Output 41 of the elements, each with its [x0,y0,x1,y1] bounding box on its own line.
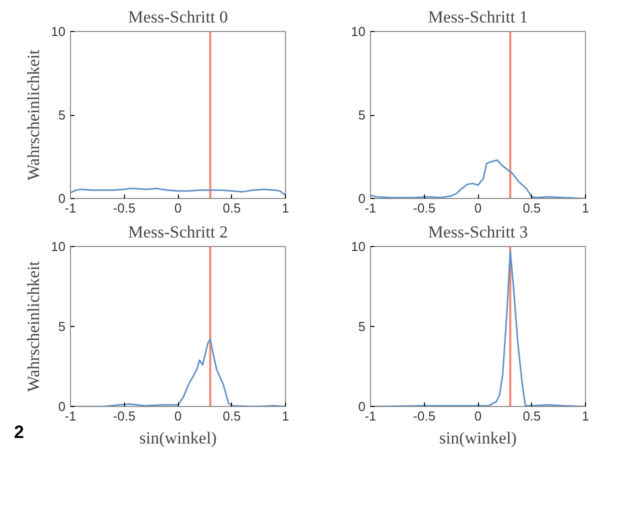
y-tick-label: 0 [58,191,66,206]
y-tick-label: 5 [58,108,66,122]
x-tick-label: 0 [174,408,182,424]
x-tick-label: -0.5 [413,408,436,424]
x-tick-label: 0 [174,200,182,216]
x-tick-label: -0.5 [113,408,136,424]
x-tick-label: 0.5 [522,200,541,216]
x-tick-label: 1 [582,200,590,216]
y-tick-label: 0 [58,399,66,414]
x-tick-label: 0.5 [222,408,241,424]
x-tick-label: 1 [282,408,290,424]
x-tick-label: 1 [282,200,290,216]
y-tick-label: 10 [351,239,366,254]
y-tick-label: 5 [358,319,366,334]
y-tick-label: 10 [51,24,66,39]
x-tick-label: -1 [64,408,76,424]
y-tick-label: 5 [358,108,366,122]
y-tick-label: 10 [51,239,66,254]
x-tick-label: -1 [364,200,376,216]
x-tick-label: -1 [364,408,376,424]
x-tick-label: -0.5 [113,200,136,216]
chart-title: Mess-Schritt 2 [128,222,228,242]
chart-title: Mess-Schritt 3 [428,222,528,242]
x-tick-label: -1 [64,200,76,216]
y-tick-label: 10 [351,24,366,39]
x-tick-label: 0.5 [222,200,241,216]
y-tick-label: 0 [358,191,366,206]
y-tick-label: 5 [58,319,66,334]
x-tick-label: 1 [582,408,590,424]
x-axis-title: sin(winkel) [139,428,217,448]
x-tick-label: 0.5 [522,408,541,424]
x-tick-label: 0 [474,408,482,424]
x-tick-label: 0 [474,200,482,216]
x-tick-label: -0.5 [413,200,436,216]
chart-title: Mess-Schritt 1 [428,8,528,26]
x-axis-title: sin(winkel) [439,428,517,448]
y-axis-title: Wahrscheinlichkeit [24,49,44,180]
text: 2 [14,421,24,444]
y-tick-label: 0 [358,399,366,414]
y-axis-title: Wahrscheinlichkeit [24,260,44,392]
chart-title: Mess-Schritt 0 [128,8,228,26]
